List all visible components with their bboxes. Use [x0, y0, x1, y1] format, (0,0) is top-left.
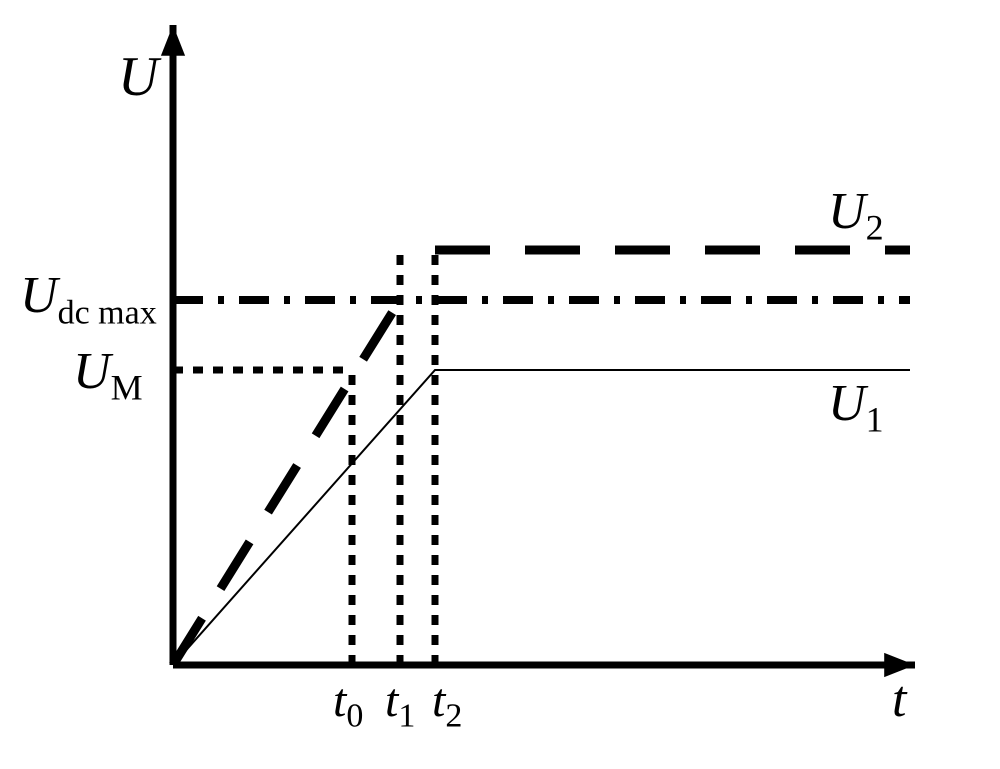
- u1-curve: [173, 370, 910, 665]
- y-axis-arrow-icon: [161, 25, 185, 56]
- t2-label: t2: [432, 674, 462, 735]
- u2-ramp: [173, 300, 400, 665]
- t0-label: t0: [333, 674, 363, 735]
- U2-label: U2: [828, 183, 884, 247]
- Udcmax-label: Udc max: [20, 267, 157, 331]
- U-label: U: [118, 46, 162, 108]
- t1-label: t1: [385, 674, 415, 735]
- UM-label: UM: [73, 343, 143, 407]
- U1-label: U1: [828, 375, 884, 439]
- t-label: t: [892, 671, 908, 728]
